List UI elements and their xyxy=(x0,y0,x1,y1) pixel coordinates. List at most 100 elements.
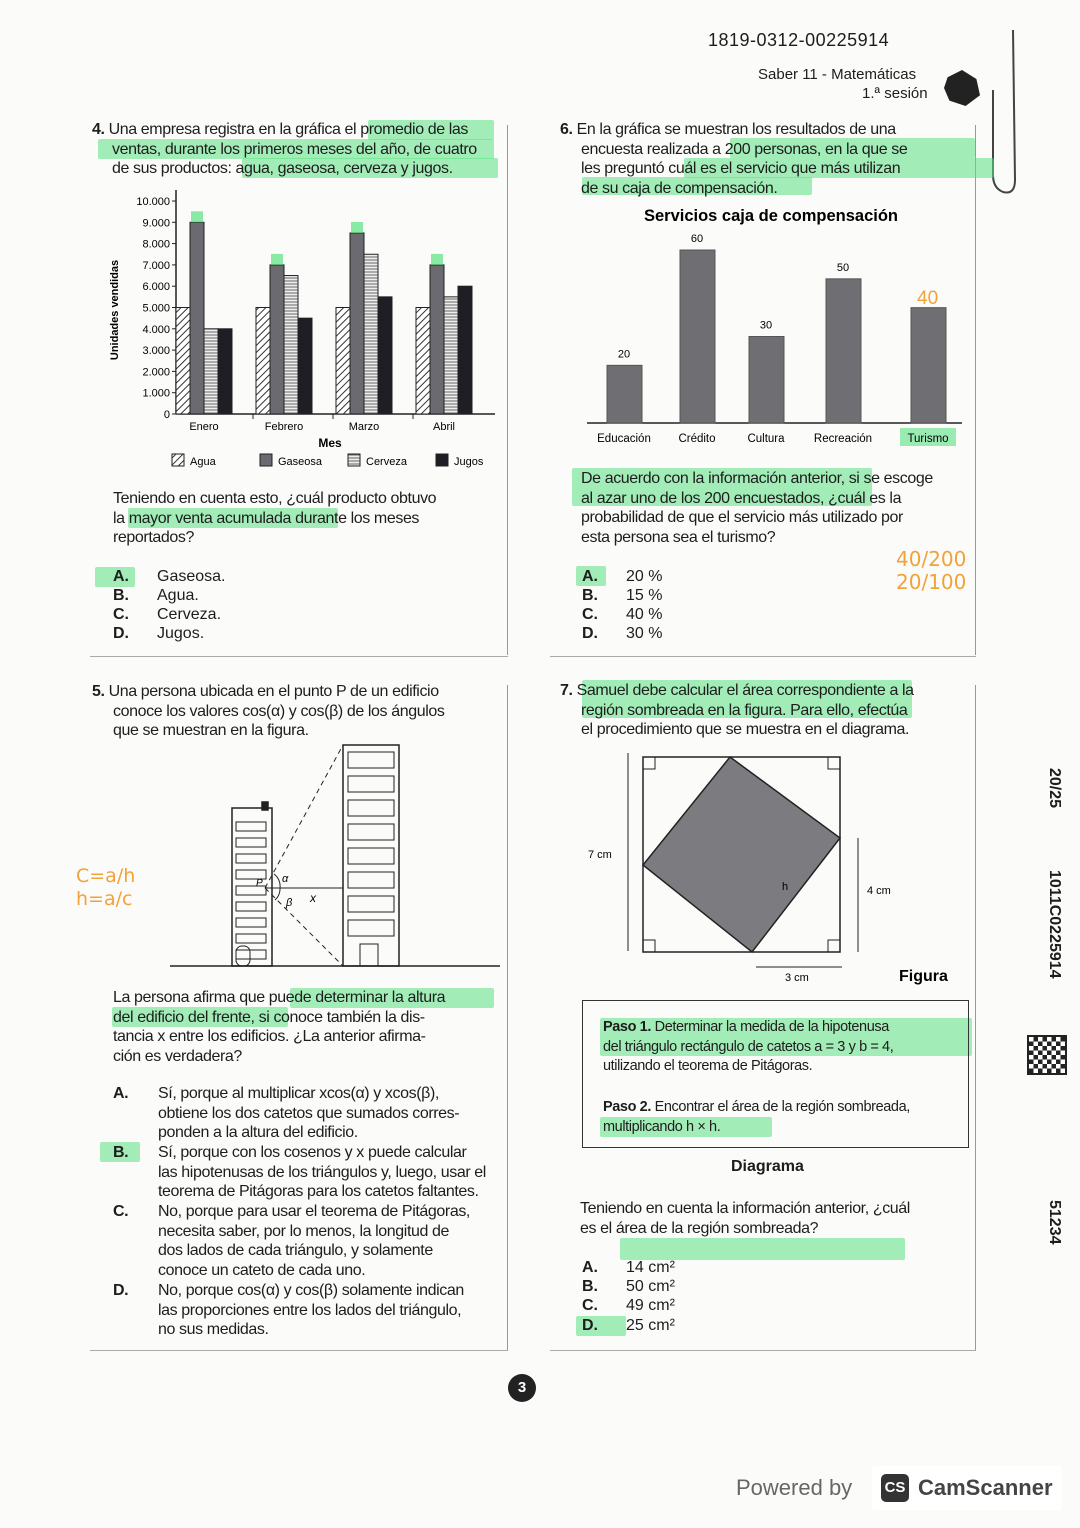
left-building-windows xyxy=(235,821,267,967)
sight-line-up xyxy=(264,744,344,889)
bar-jugos xyxy=(297,317,313,415)
q7-option-c[interactable]: C. 49 cm² xyxy=(582,1297,675,1314)
q5-option-b[interactable]: B. Sí, porque con los cosenos y x puede c… xyxy=(113,1144,486,1200)
q5-option-c[interactable]: C. No, porque para usar el teorema de Pit… xyxy=(113,1203,470,1279)
bar-jugos xyxy=(377,296,393,415)
q4-prompt: 4. Una empresa registra en la gráfica el… xyxy=(92,120,502,179)
bar-jugos xyxy=(217,328,233,415)
text-line: Teniendo en cuenta la información anteri… xyxy=(580,1200,910,1217)
data-label: 60 xyxy=(691,233,703,245)
side-label: 7 cm xyxy=(588,849,612,861)
legend-label: Gaseosa xyxy=(278,456,323,468)
step1-title: Paso 1. xyxy=(603,1019,651,1035)
legend-swatch xyxy=(259,453,273,467)
divider xyxy=(550,1350,976,1351)
handwritten-note: 20/100 xyxy=(896,570,967,594)
x-tick-label: Enero xyxy=(189,421,218,433)
q4-question: Teniendo en cuenta esto, ¿cuál producto … xyxy=(113,489,503,548)
y-tick-label: 2.000 xyxy=(142,366,170,378)
h-label: h xyxy=(782,881,788,893)
q5-option-d[interactable]: D. No, porque cos(α) y cos(β) solamente i… xyxy=(113,1282,464,1338)
divider xyxy=(550,656,976,657)
text-line: del edificio del frente, si conoce tambi… xyxy=(113,1008,425,1026)
text-line: esta persona sea el turismo? xyxy=(581,528,776,546)
q4-option-b[interactable]: B. Agua. xyxy=(113,587,199,604)
q6-prompt: 6. En la gráfica se muestran los resulta… xyxy=(560,120,970,198)
q6-option-a[interactable]: A. 20 % xyxy=(582,568,663,585)
highlight xyxy=(112,1007,288,1027)
buildings-figure: P α β x xyxy=(170,744,500,967)
beta-label: β xyxy=(285,897,293,909)
highlight xyxy=(620,1238,905,1260)
bottom-label: 3 cm xyxy=(785,972,809,984)
document-code: 1819-0312-00225914 xyxy=(708,30,890,50)
window xyxy=(347,847,395,865)
divider xyxy=(975,685,976,1350)
q4-option-c[interactable]: C. Cerveza. xyxy=(113,606,222,623)
data-label: 30 xyxy=(760,320,772,332)
highlight-mark xyxy=(900,428,956,446)
text-line: reportados? xyxy=(113,529,194,546)
window xyxy=(347,799,395,817)
q6-option-d[interactable]: D. 30 % xyxy=(582,625,663,642)
y-tick-label: 5.000 xyxy=(142,303,170,315)
text-line: probabilidad de que el servicio más util… xyxy=(581,509,903,526)
highlight xyxy=(128,508,338,528)
side-id: 1011C0225914 xyxy=(1046,870,1063,979)
x-tick-label: Educación xyxy=(597,433,651,445)
legend-swatch xyxy=(171,453,185,467)
y-tick-label: 1.000 xyxy=(142,388,170,400)
door xyxy=(235,945,251,967)
outer-square xyxy=(642,756,841,953)
session-label: 1.ª sesión xyxy=(862,85,928,102)
bar-educación xyxy=(606,364,643,424)
text-line: Una persona ubicada en el punto P de un … xyxy=(108,683,440,700)
legend-label: Cerveza xyxy=(366,456,408,468)
highlight xyxy=(368,120,494,140)
text-line: ventas, durante los primeros meses del a… xyxy=(112,140,477,158)
highlight xyxy=(730,138,975,158)
x-tick-label: Crédito xyxy=(678,433,715,445)
highlight xyxy=(576,566,606,586)
qr-code-icon xyxy=(1027,1035,1067,1075)
text-line: encuesta realizada a 200 personas, en la… xyxy=(581,140,908,158)
divider xyxy=(90,656,508,657)
data-label: 50 xyxy=(837,262,849,274)
right-angle-marks xyxy=(643,757,840,952)
q6-option-b[interactable]: B. 15 % xyxy=(582,587,663,604)
window xyxy=(235,869,267,880)
bar-jugos xyxy=(457,285,473,415)
window xyxy=(235,901,267,912)
y-tick-label: 3.000 xyxy=(142,345,170,357)
q4-option-a[interactable]: A. Gaseosa. xyxy=(113,568,226,585)
q4-option-d[interactable]: D. Jugos. xyxy=(113,625,205,642)
bar-cultura xyxy=(748,336,785,424)
window xyxy=(235,837,267,848)
text-line: la mayor venta acumulada durante los mes… xyxy=(113,509,420,527)
text-line: utilizando el teorema de Pitágoras. xyxy=(603,1058,813,1074)
point-label: P xyxy=(256,878,263,889)
q6-question: De acuerdo con la información anterior, … xyxy=(581,469,971,547)
q7-option-a[interactable]: A. 14 cm² xyxy=(582,1259,675,1276)
camscanner-watermark: CS CamScanner xyxy=(872,1466,1062,1510)
right-label: 4 cm xyxy=(867,885,891,897)
services-bar-chart: Servicios caja de compensación 20 Educació… xyxy=(587,207,962,446)
window xyxy=(347,751,395,769)
y-axis-label: Unidades vendidas xyxy=(109,260,121,360)
x-axis-label: Mes xyxy=(318,436,342,450)
q4-number: 4. xyxy=(92,121,105,138)
text-line: de sus productos: agua, gaseosa, cerveza… xyxy=(112,160,453,177)
angle-arc xyxy=(273,873,281,901)
side-code: 51234 xyxy=(1046,1200,1063,1245)
y-tick-label: 6.000 xyxy=(142,281,170,293)
q5-option-a[interactable]: A. Sí, porque al multiplicar xcos(α) y xc… xyxy=(113,1085,460,1141)
highlight-mark xyxy=(191,211,203,223)
y-tick-label: 4.000 xyxy=(142,324,170,336)
y-tick-label: 0 xyxy=(164,409,170,421)
q6-option-c[interactable]: C. 40 % xyxy=(582,606,663,623)
alpha-label: α xyxy=(282,873,289,885)
q7-option-b[interactable]: B. 50 cm² xyxy=(582,1278,675,1295)
q7-option-d[interactable]: D. 25 cm² xyxy=(582,1317,675,1334)
window xyxy=(347,871,395,889)
window xyxy=(235,853,267,864)
